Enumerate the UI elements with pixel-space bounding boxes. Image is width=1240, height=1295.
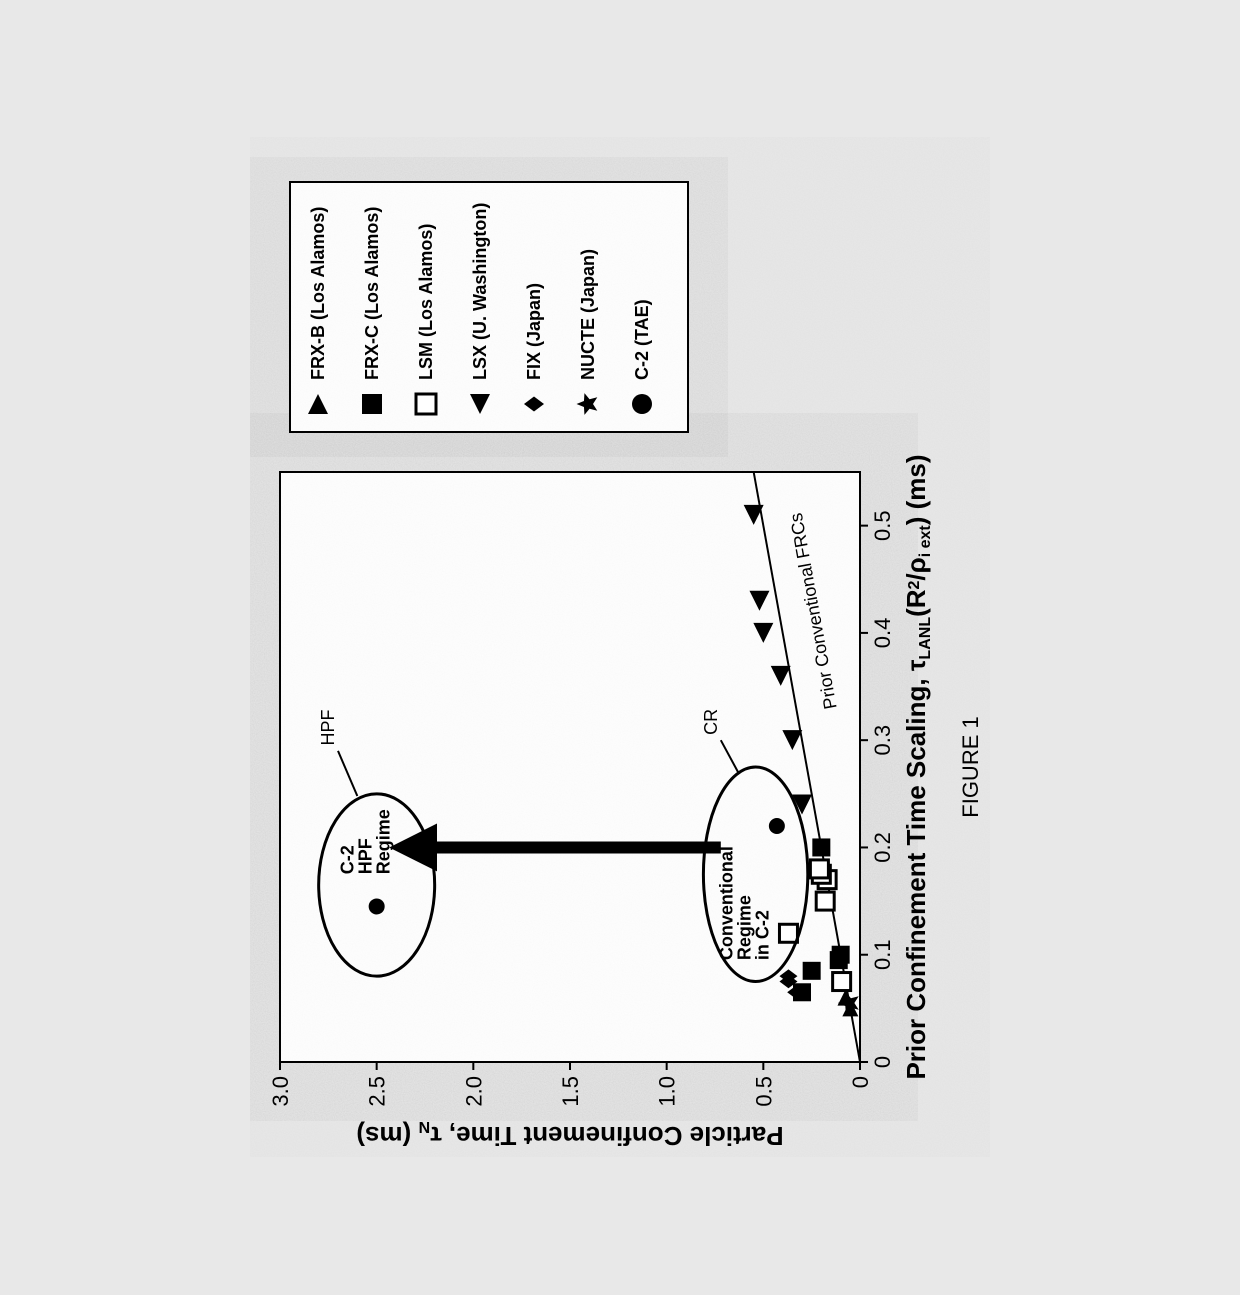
svg-text:0.1: 0.1 — [870, 939, 895, 970]
legend-label: NUCTE (Japan) — [578, 249, 598, 380]
svg-text:1.0: 1.0 — [655, 1076, 680, 1107]
svg-text:0: 0 — [848, 1076, 873, 1088]
figure-label: FIGURE 1 — [958, 716, 983, 817]
svg-text:0: 0 — [870, 1056, 895, 1068]
hpf-callout: HPF — [318, 710, 338, 746]
svg-text:2.5: 2.5 — [365, 1076, 390, 1107]
legend-label: FIX (Japan) — [524, 283, 544, 380]
legend-label: LSX (U. Washington) — [470, 203, 490, 380]
legend-label: FRX-C (Los Alamos) — [362, 207, 382, 380]
svg-text:3.0: 3.0 — [268, 1076, 293, 1107]
cr-callout: CR — [701, 709, 721, 735]
svg-text:2.0: 2.0 — [461, 1076, 486, 1107]
legend-label: FRX-B (Los Alamos) — [308, 207, 328, 380]
svg-text:0.5: 0.5 — [870, 510, 895, 541]
svg-text:1.5: 1.5 — [558, 1076, 583, 1107]
legend-label: LSM (Los Alamos) — [416, 224, 436, 380]
svg-text:0.4: 0.4 — [870, 618, 895, 649]
scatter-chart: 00.10.20.30.40.500.51.01.52.02.53.0Prior… — [250, 137, 990, 1157]
svg-text:0.2: 0.2 — [870, 832, 895, 863]
svg-text:0.5: 0.5 — [751, 1076, 776, 1107]
legend-label: C-2 (TAE) — [632, 299, 652, 380]
svg-text:0.3: 0.3 — [870, 725, 895, 756]
